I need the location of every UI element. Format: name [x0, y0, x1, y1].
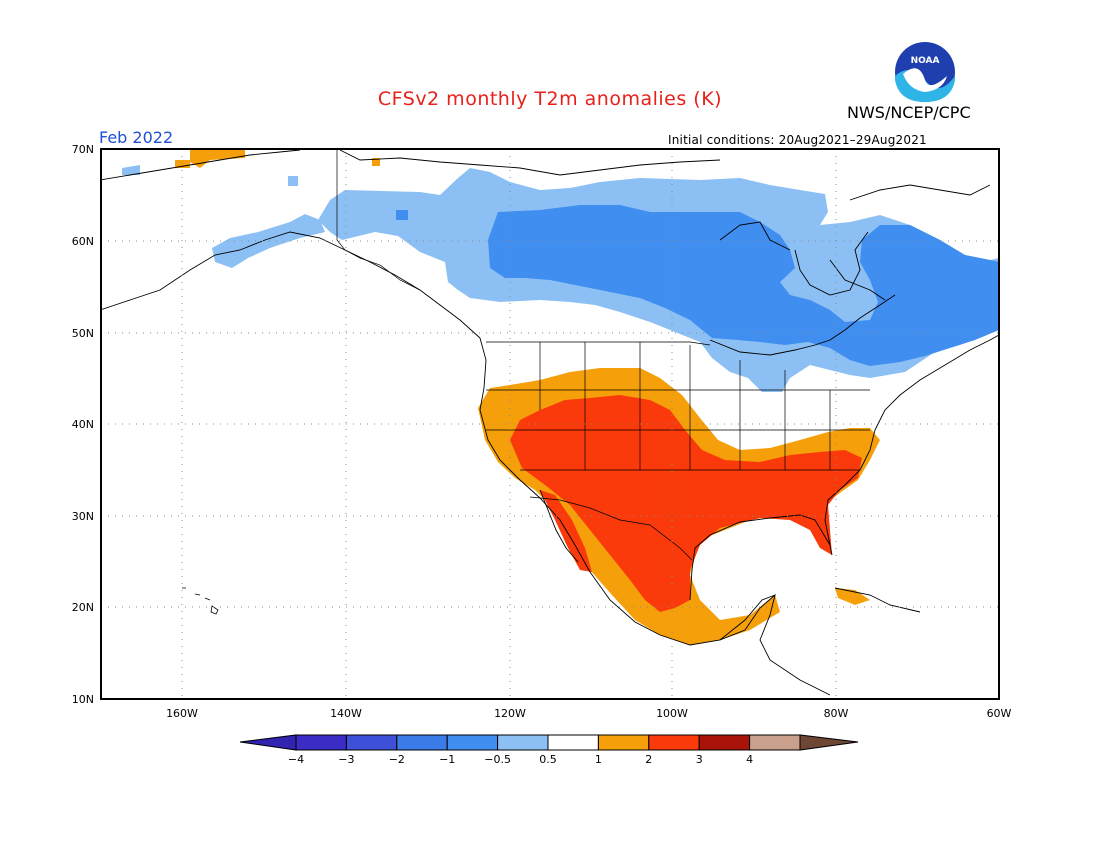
- colorbar-tick-label: −1: [439, 753, 455, 766]
- alaska-warm-patch: [175, 150, 380, 168]
- lon-label: 160W: [166, 707, 198, 720]
- colorbar-tick-label: −4: [288, 753, 304, 766]
- colorbar-extend-high: [799, 734, 859, 751]
- cold-anomaly-core: [488, 205, 999, 366]
- lat-label: 40N: [72, 418, 94, 431]
- lat-label: 30N: [72, 510, 94, 523]
- lon-label: 140W: [330, 707, 362, 720]
- cool-anomaly-alaska-islands: [122, 165, 298, 186]
- colorbar-tick-label: 0.5: [539, 753, 557, 766]
- lat-label: 70N: [72, 143, 94, 156]
- caribbean-warm-patch: [835, 588, 870, 605]
- colorbar-bin: [547, 734, 599, 751]
- latitude-labels: 70N 60N 50N 40N 30N 20N 10N: [72, 143, 94, 706]
- gridlines: [101, 149, 999, 699]
- valid-month-label: Feb 2022: [99, 128, 174, 147]
- noaa-logo: NOAA: [895, 42, 955, 102]
- lon-label: 60W: [987, 707, 1012, 720]
- organization-label: NWS/NCEP/CPC: [847, 103, 971, 122]
- hawaii-islands: [182, 587, 219, 615]
- cool-anomaly-alaska: [212, 214, 325, 268]
- colorbar-tick-label: −2: [389, 753, 405, 766]
- lat-label: 20N: [72, 601, 94, 614]
- map-frame: [100, 148, 1000, 700]
- map-title: CFSv2 monthly T2m anomalies (K): [377, 88, 723, 110]
- initial-conditions-label: Initial conditions: 20Aug2021–29Aug2021: [668, 133, 927, 147]
- colorbar-extend-low: [239, 734, 297, 751]
- lon-label: 120W: [494, 707, 526, 720]
- colorbar-bin: [497, 734, 549, 751]
- longitude-labels: 160W 140W 120W 100W 80W 60W: [166, 707, 1011, 720]
- lat-label: 10N: [72, 693, 94, 706]
- colorbar-tick-label: −3: [338, 753, 354, 766]
- colorbar-bin: [295, 734, 347, 751]
- colorbar-bin: [345, 734, 398, 751]
- colorbar-tick-label: 2: [645, 753, 652, 766]
- colorbar-bin: [749, 734, 801, 751]
- colorbar-bin: [446, 734, 499, 751]
- lon-label: 100W: [656, 707, 688, 720]
- cold-anomaly-patch: [396, 210, 408, 220]
- political-borders: [336, 150, 870, 561]
- colorbar-bin: [698, 734, 751, 751]
- colorbar-tick-label: 3: [696, 753, 703, 766]
- colorbar-tick-label: 4: [746, 753, 753, 766]
- southern-us-mexico-warm-region: [510, 395, 862, 612]
- lon-label: 80W: [824, 707, 849, 720]
- colorbar-bin: [648, 734, 700, 751]
- coastlines: [101, 149, 999, 696]
- lat-label: 60N: [72, 235, 94, 248]
- colorbar-bin: [597, 734, 650, 751]
- colorbar-tick-label: −0.5: [484, 753, 511, 766]
- noaa-logo-text: NOAA: [911, 56, 940, 66]
- lat-label: 50N: [72, 327, 94, 340]
- colorbar-bin: [396, 734, 448, 751]
- colorbar-tick-label: 1: [595, 753, 602, 766]
